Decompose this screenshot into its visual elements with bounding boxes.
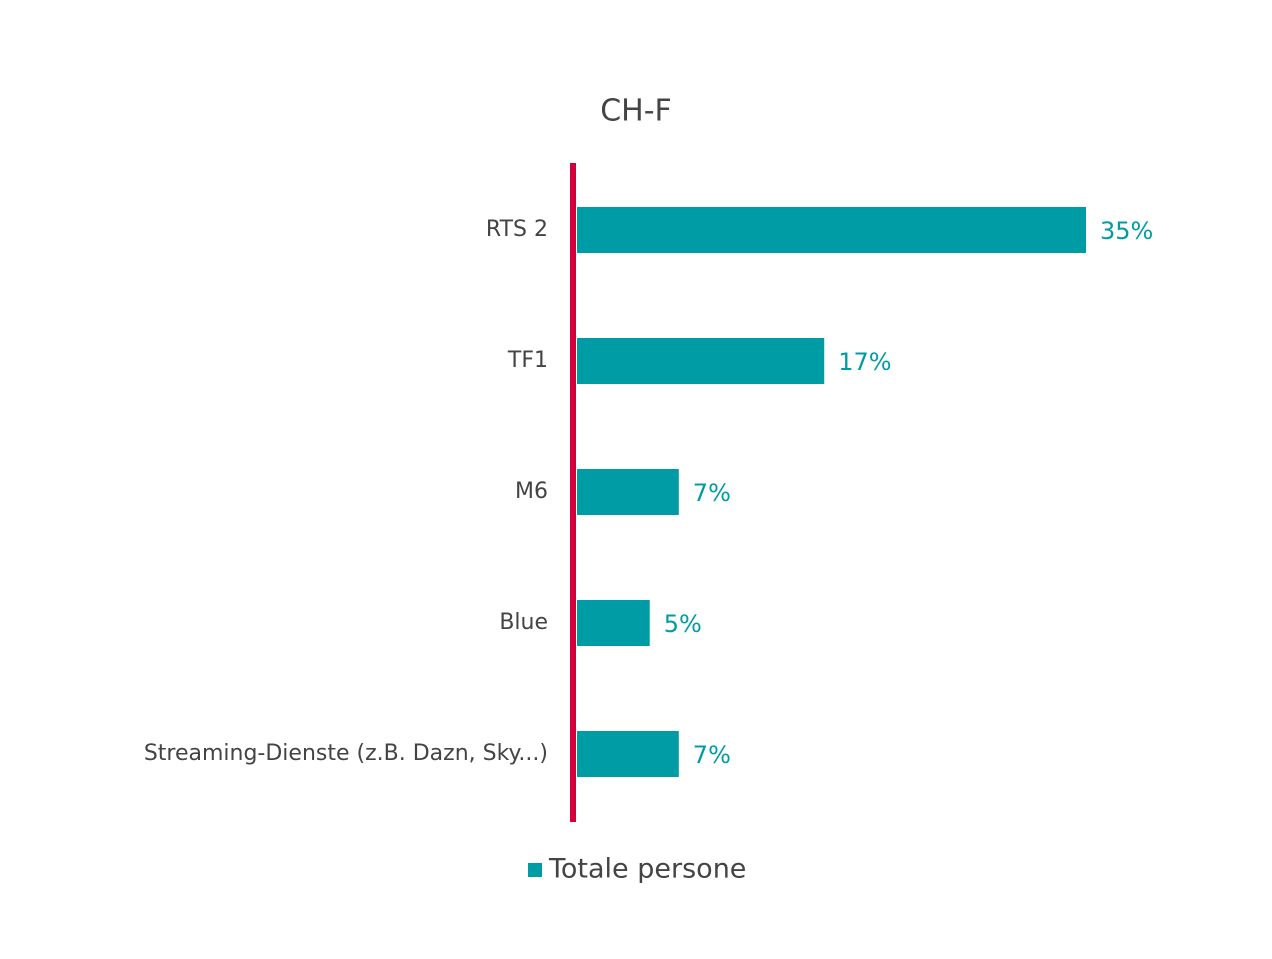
category-label: Blue	[499, 610, 548, 635]
value-label: 7%	[693, 741, 731, 769]
category-label: Streaming-Dienste (z.B. Dazn, Sky...)	[144, 741, 548, 766]
category-label: M6	[515, 479, 548, 504]
category-label: TF1	[507, 348, 548, 373]
legend-label: Totale persone	[548, 854, 746, 885]
axis-line	[570, 163, 576, 822]
bar	[577, 338, 825, 384]
chart-title: CH-F	[600, 94, 672, 129]
value-label: 5%	[664, 610, 702, 638]
bar	[577, 469, 679, 515]
value-label: 7%	[693, 479, 731, 507]
value-label: 35%	[1100, 217, 1153, 245]
bar	[577, 731, 679, 777]
bar	[577, 600, 650, 646]
category-label: RTS 2	[486, 217, 548, 242]
bar	[577, 207, 1086, 253]
legend-swatch	[528, 863, 542, 877]
value-label: 17%	[838, 348, 891, 376]
